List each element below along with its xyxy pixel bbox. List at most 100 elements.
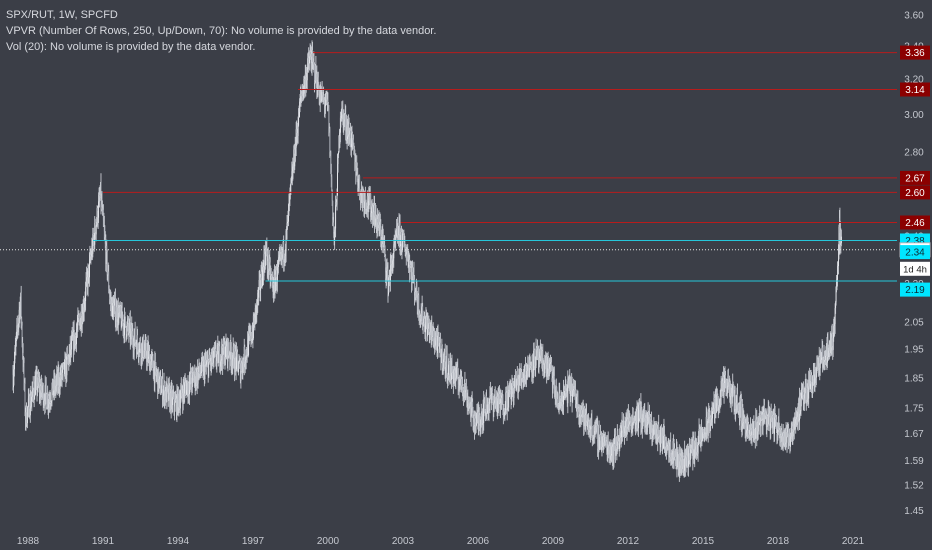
- candle-body: [181, 393, 183, 397]
- candle-body: [738, 404, 740, 411]
- candle-body: [265, 247, 267, 252]
- candle-body: [781, 436, 783, 442]
- candle-body: [383, 242, 385, 243]
- candle-body: [217, 345, 219, 346]
- candle-body: [56, 374, 58, 385]
- candle-body: [45, 384, 47, 386]
- candle-body: [541, 350, 543, 366]
- candle-body: [728, 382, 730, 388]
- candle-body: [159, 376, 161, 380]
- candle-body: [369, 195, 371, 205]
- candle-body: [197, 372, 199, 384]
- candle-body: [640, 403, 642, 425]
- candle-body: [425, 317, 427, 323]
- candle-body: [522, 378, 524, 383]
- candle-body: [48, 398, 50, 405]
- candle-body: [388, 277, 390, 282]
- candle-body: [623, 419, 625, 434]
- candle-body: [278, 254, 280, 259]
- candle-body: [276, 270, 277, 286]
- candle-body: [243, 362, 245, 368]
- candle-body: [764, 410, 766, 413]
- candle-body: [304, 73, 306, 80]
- x-tick-label: 1991: [92, 536, 115, 547]
- candle-body: [420, 312, 422, 320]
- candle-body: [69, 344, 71, 356]
- candle-body: [646, 421, 648, 427]
- candle-body: [33, 389, 35, 397]
- candle-body: [156, 374, 158, 377]
- candle-body: [283, 259, 285, 263]
- candle-body: [564, 390, 566, 392]
- candle-body: [581, 409, 583, 415]
- candle-body: [326, 94, 327, 96]
- candle-body: [551, 365, 553, 379]
- candle-body: [57, 370, 59, 385]
- candle-body: [778, 429, 780, 434]
- candle-body: [641, 408, 643, 428]
- candle-body: [454, 372, 456, 379]
- candle-body: [263, 254, 265, 277]
- candle-body: [813, 382, 815, 385]
- candle-body: [340, 117, 342, 119]
- candle-body: [184, 382, 186, 384]
- candle-body: [752, 421, 754, 435]
- candle-body: [138, 352, 140, 356]
- candle-body: [833, 324, 835, 327]
- candle-body: [350, 130, 351, 144]
- candle-body: [291, 171, 293, 177]
- candle-body: [572, 389, 574, 402]
- candle-body: [548, 357, 550, 375]
- candle-body: [517, 378, 519, 393]
- candle-body: [83, 307, 85, 313]
- candle-body: [560, 400, 562, 402]
- candle-body: [261, 271, 263, 284]
- candle-body: [626, 419, 628, 428]
- candle-body: [663, 427, 664, 449]
- candle-body: [79, 321, 81, 330]
- candle-body: [784, 430, 786, 437]
- candle-body: [595, 423, 597, 426]
- candle-body: [668, 445, 670, 457]
- candle-body: [768, 413, 770, 418]
- candle-body: [469, 403, 471, 407]
- candle-body: [173, 393, 175, 398]
- volume-legend[interactable]: Vol (20): No volume is provided by the d…: [6, 41, 256, 53]
- candle-body: [765, 415, 767, 428]
- candle-body: [263, 254, 265, 263]
- candle-body: [431, 324, 433, 338]
- candle-body: [153, 367, 155, 379]
- candle-body: [365, 209, 367, 211]
- candle-body: [782, 441, 784, 446]
- candle-body: [26, 423, 28, 425]
- candle-body: [558, 393, 560, 410]
- candle-body: [535, 365, 537, 367]
- candle-body: [332, 200, 334, 220]
- candle-body: [498, 391, 500, 409]
- candle-body: [469, 403, 471, 407]
- symbol-legend[interactable]: SPX/RUT, 1W, SPCFD: [6, 9, 118, 21]
- candle-body: [419, 315, 421, 322]
- candle-body: [66, 353, 68, 357]
- candle-body: [712, 408, 714, 412]
- vpvr-legend[interactable]: VPVR (Number Of Rows, 250, Up/Down, 70):…: [6, 25, 437, 37]
- candle-body: [47, 395, 49, 408]
- candle-body: [659, 435, 661, 448]
- candle-body: [501, 397, 502, 405]
- candle-body: [403, 233, 405, 243]
- candle-body: [537, 348, 539, 354]
- candle-body: [384, 245, 386, 247]
- candle-body: [51, 401, 52, 404]
- candle-body: [128, 322, 130, 334]
- candle-body: [514, 376, 516, 379]
- candle-body: [265, 249, 267, 252]
- support-price-tag-label: 2.19: [905, 285, 925, 296]
- candle-body: [461, 385, 463, 390]
- candle-body: [744, 423, 746, 428]
- candle-body: [491, 391, 493, 401]
- candle-body: [729, 384, 731, 401]
- candle-body: [487, 398, 489, 406]
- candle-body: [166, 384, 168, 387]
- candle-body: [789, 438, 791, 447]
